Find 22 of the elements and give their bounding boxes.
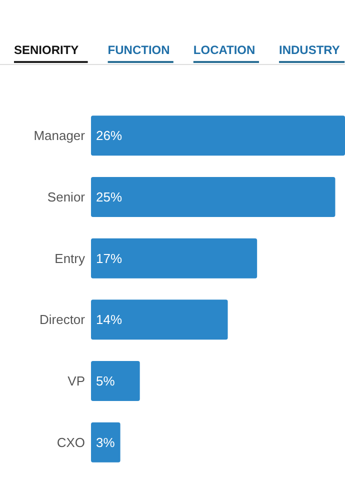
y-tick-label: Director — [39, 312, 86, 328]
data-label: 17% — [96, 250, 122, 266]
text: INDUSTRY — [279, 43, 340, 57]
data-label: 5% — [96, 374, 116, 388]
text: SENIORITY — [14, 43, 79, 57]
bar — [91, 116, 345, 156]
y-tick-label: Entry — [54, 250, 86, 266]
bar — [91, 238, 258, 278]
bar — [91, 300, 228, 340]
data-label: 14% — [96, 312, 122, 328]
y-tick-label: Manager — [34, 128, 86, 144]
data-label: 26% — [96, 128, 122, 144]
data-label: 25% — [96, 190, 122, 204]
y-tick-label: VP — [68, 374, 85, 388]
text: LOCATION — [193, 43, 256, 57]
text: FUNCTION — [108, 43, 170, 57]
data-label: 3% — [96, 434, 116, 450]
y-tick-label: CXO — [56, 434, 85, 450]
y-tick-label: Senior — [47, 190, 86, 204]
bar — [91, 361, 140, 401]
bar — [91, 422, 120, 462]
bar — [91, 177, 336, 217]
